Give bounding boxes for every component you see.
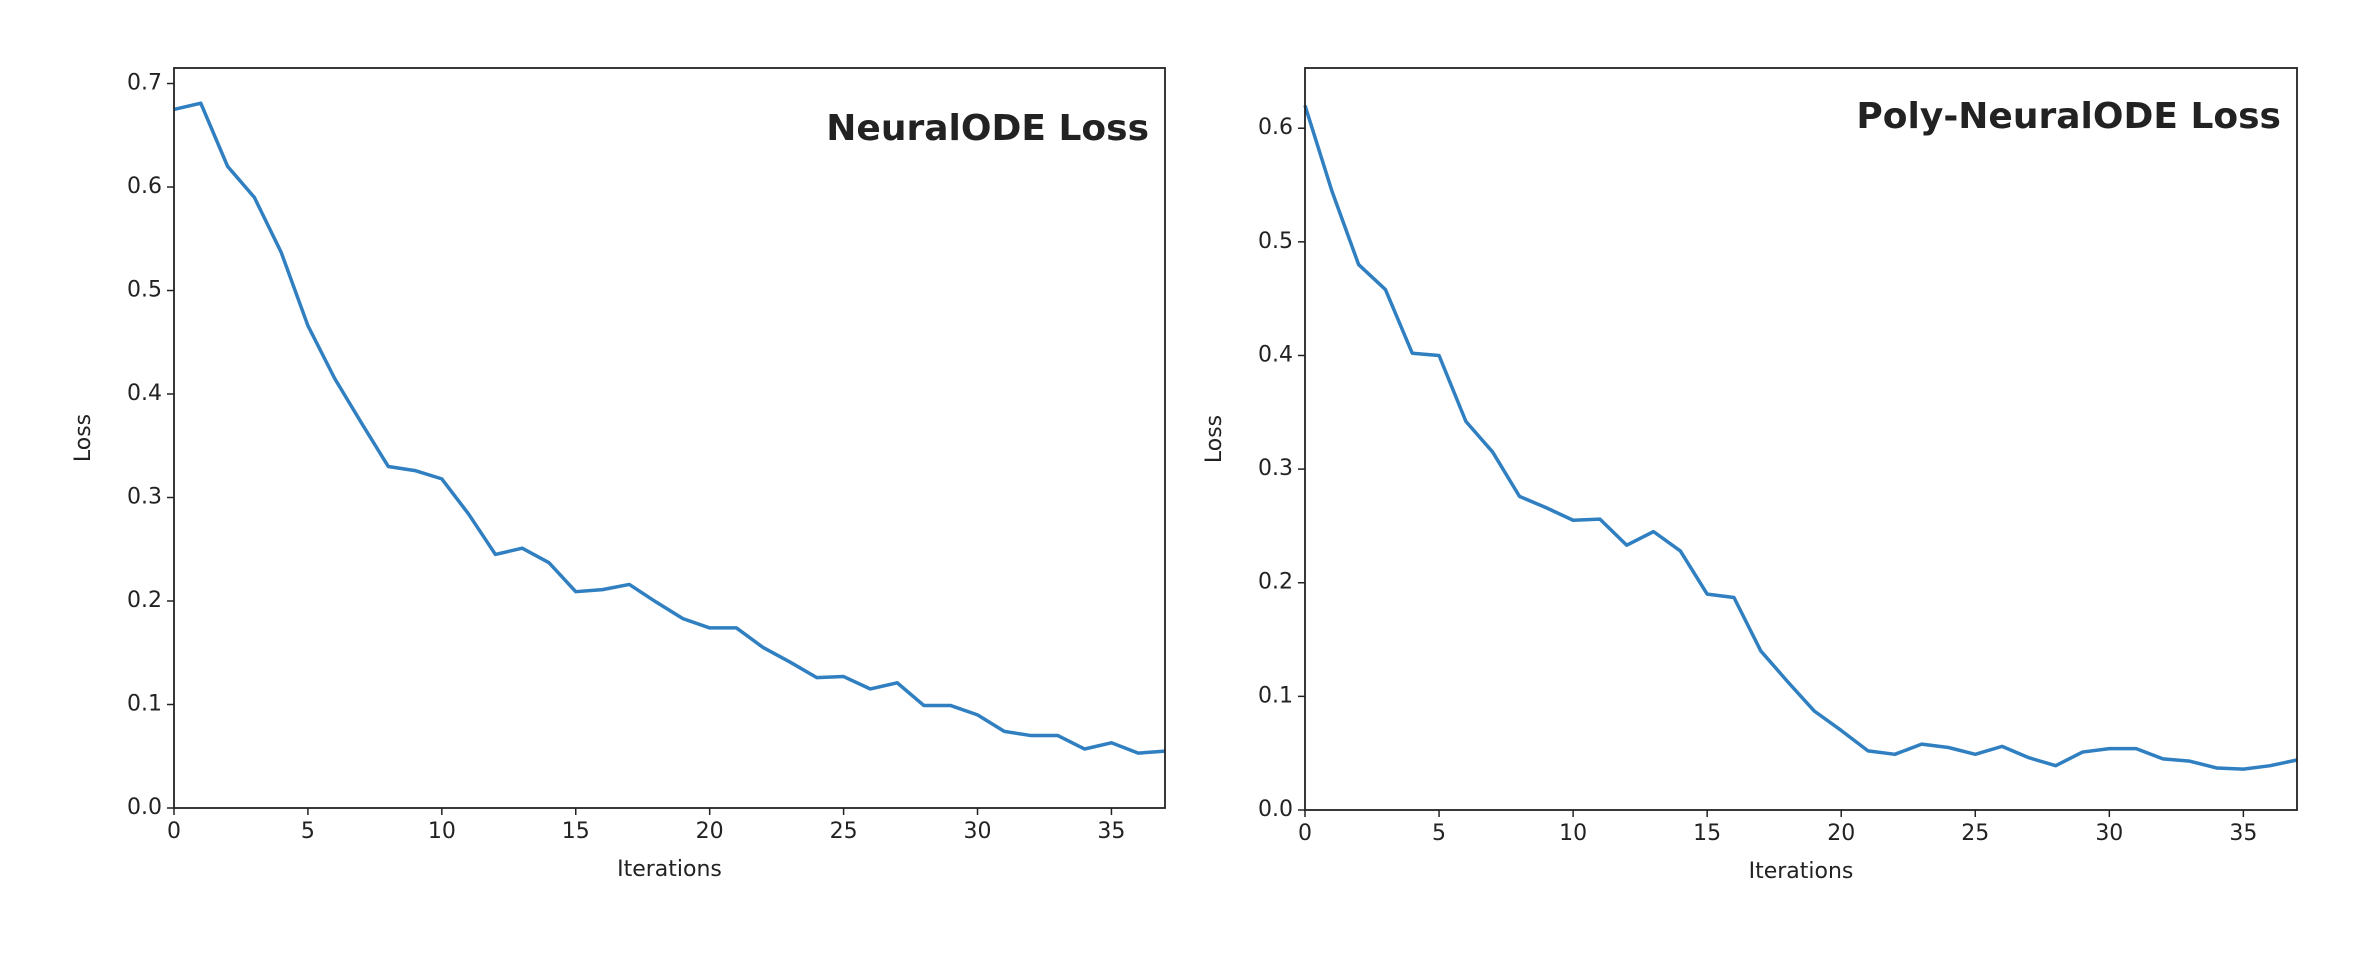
y-tick-label: 0.1 (127, 692, 162, 717)
y-tick-label: 0.1 (1258, 683, 1293, 708)
x-tick-label: 15 (1693, 821, 1721, 846)
y-tick-label: 0.6 (127, 174, 162, 199)
y-tick-label: 0.2 (127, 588, 162, 613)
x-tick-label: 30 (964, 819, 992, 844)
plot-frame (173, 67, 1166, 809)
x-tick-label: 20 (1827, 821, 1855, 846)
x-tick-label: 25 (830, 819, 858, 844)
y-tick-label: 0.5 (1258, 229, 1293, 254)
loss-line (173, 101, 1166, 755)
y-axis-label: Loss (71, 414, 96, 462)
x-axis-label: Iterations (1749, 859, 1854, 884)
x-tick-label: 10 (1559, 821, 1587, 846)
y-tick-label: 0.6 (1258, 115, 1293, 140)
y-tick-label: 0.7 (127, 71, 162, 96)
y-tick-label: 0.3 (1258, 456, 1293, 481)
x-tick-label: 0 (167, 819, 181, 844)
x-tick-label: 0 (1298, 821, 1312, 846)
x-tick-label: 20 (696, 819, 724, 844)
chart-title: Poly-NeuralODE Loss (1856, 96, 2281, 137)
y-tick-label: 0.0 (1258, 797, 1293, 822)
y-tick-label: 0.5 (127, 278, 162, 303)
x-tick-label: 25 (1961, 821, 1989, 846)
x-axis-label: Iterations (617, 857, 722, 882)
y-axis-label: Loss (1202, 415, 1227, 463)
x-tick-label: 35 (1097, 819, 1125, 844)
x-tick-label: 10 (428, 819, 456, 844)
y-tick-label: 0.0 (127, 795, 162, 820)
x-tick-label: 5 (1432, 821, 1446, 846)
y-tick-label: 0.4 (127, 381, 162, 406)
x-tick-label: 15 (562, 819, 590, 844)
plot-frame (1304, 67, 2298, 811)
loss-line (1303, 104, 2298, 771)
y-tick-label: 0.4 (1258, 342, 1293, 367)
x-tick-label: 30 (2095, 821, 2123, 846)
x-tick-label: 35 (2229, 821, 2257, 846)
y-tick-label: 0.2 (1258, 570, 1293, 595)
y-tick-label: 0.3 (127, 485, 162, 510)
x-tick-label: 5 (301, 819, 315, 844)
chart-title: NeuralODE Loss (826, 108, 1149, 149)
